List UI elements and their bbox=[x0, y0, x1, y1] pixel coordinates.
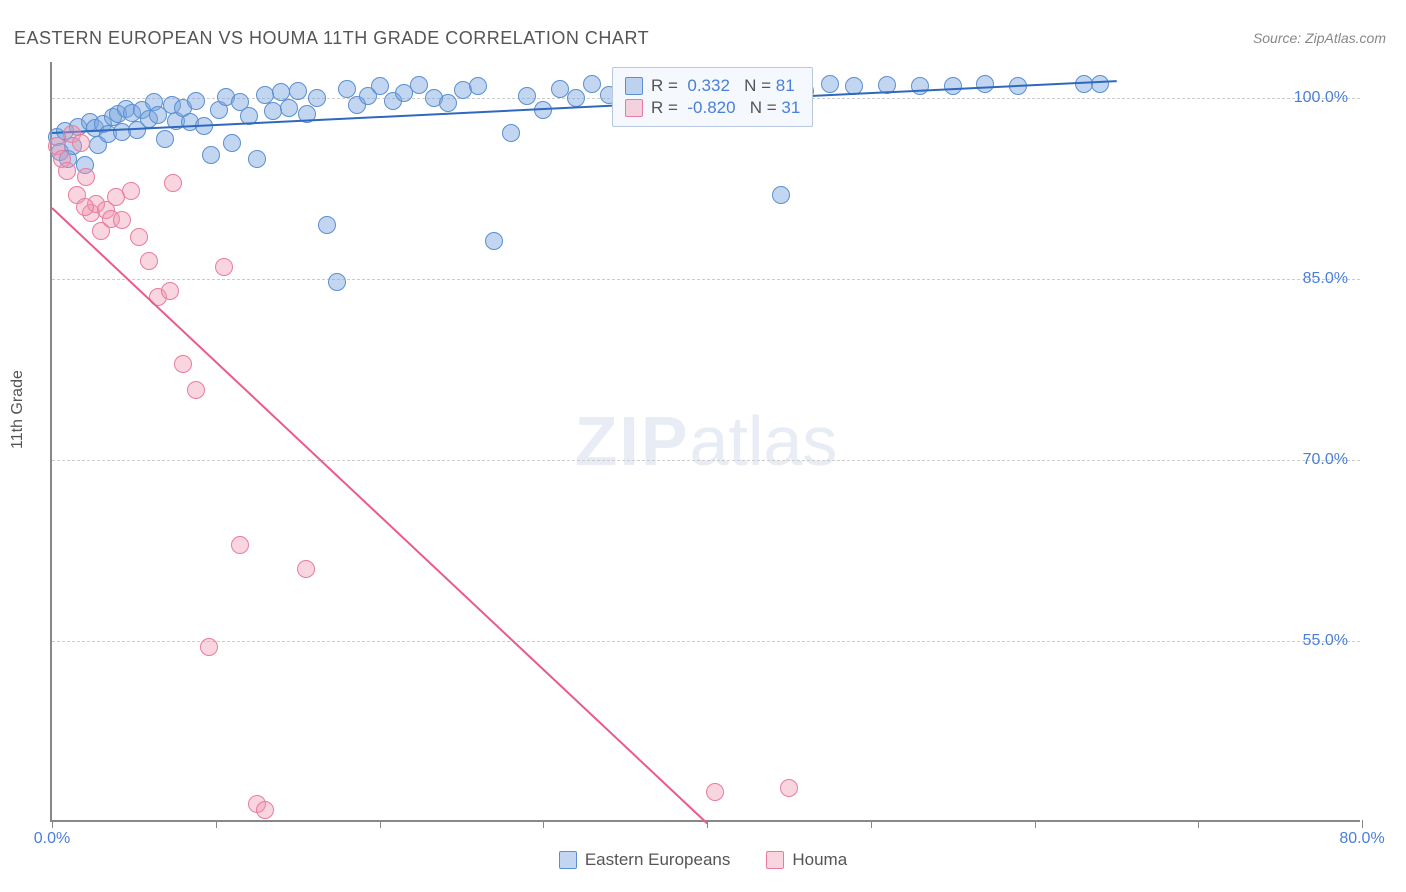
watermark-zip: ZIP bbox=[575, 402, 690, 480]
y-tick-label: 100.0% bbox=[1294, 89, 1348, 107]
data-point bbox=[502, 124, 520, 142]
legend-swatch bbox=[625, 77, 643, 95]
trend-line bbox=[51, 207, 707, 824]
data-point bbox=[174, 355, 192, 373]
data-point bbox=[318, 216, 336, 234]
y-tick-label: 85.0% bbox=[1303, 270, 1348, 288]
data-point bbox=[518, 87, 536, 105]
watermark: ZIPatlas bbox=[575, 401, 838, 481]
data-point bbox=[77, 168, 95, 186]
data-point bbox=[583, 75, 601, 93]
data-point bbox=[156, 130, 174, 148]
x-tick-mark bbox=[216, 820, 217, 828]
data-point bbox=[308, 89, 326, 107]
data-point bbox=[567, 89, 585, 107]
data-point bbox=[202, 146, 220, 164]
data-point bbox=[122, 182, 140, 200]
data-point bbox=[113, 211, 131, 229]
gridline bbox=[52, 279, 1360, 280]
data-point bbox=[130, 228, 148, 246]
bottom-legend: Eastern Europeans Houma bbox=[0, 850, 1406, 874]
x-tick-mark bbox=[1035, 820, 1036, 828]
data-point bbox=[223, 134, 241, 152]
data-point bbox=[976, 75, 994, 93]
data-point bbox=[289, 82, 307, 100]
data-point bbox=[328, 273, 346, 291]
data-point bbox=[439, 94, 457, 112]
y-axis-label: 11th Grade bbox=[9, 370, 27, 449]
x-tick-mark bbox=[1362, 820, 1363, 828]
gridline bbox=[52, 460, 1360, 461]
data-point bbox=[264, 102, 282, 120]
data-point bbox=[297, 560, 315, 578]
y-tick-label: 55.0% bbox=[1303, 632, 1348, 650]
x-tick-label: 80.0% bbox=[1339, 830, 1384, 848]
data-point bbox=[821, 75, 839, 93]
legend-swatch bbox=[766, 851, 784, 869]
x-tick-mark bbox=[380, 820, 381, 828]
chart-source: Source: ZipAtlas.com bbox=[1253, 30, 1386, 46]
stats-legend-row: R = -0.820 N = 31 bbox=[625, 98, 800, 118]
stats-legend-row: R = 0.332 N = 81 bbox=[625, 76, 800, 96]
data-point bbox=[551, 80, 569, 98]
data-point bbox=[280, 99, 298, 117]
data-point bbox=[1091, 75, 1109, 93]
x-tick-label: 0.0% bbox=[34, 830, 70, 848]
legend-stat-text: R = -0.820 N = 31 bbox=[651, 98, 800, 118]
data-point bbox=[215, 258, 233, 276]
data-point bbox=[410, 76, 428, 94]
x-tick-mark bbox=[543, 820, 544, 828]
data-point bbox=[164, 174, 182, 192]
chart-title: EASTERN EUROPEAN VS HOUMA 11TH GRADE COR… bbox=[14, 28, 649, 49]
legend-label: Houma bbox=[792, 850, 847, 870]
data-point bbox=[256, 86, 274, 104]
legend-swatch bbox=[625, 99, 643, 117]
data-point bbox=[58, 162, 76, 180]
data-point bbox=[187, 381, 205, 399]
data-point bbox=[772, 186, 790, 204]
data-point bbox=[485, 232, 503, 250]
data-point bbox=[187, 92, 205, 110]
legend-item: Eastern Europeans bbox=[559, 850, 731, 870]
watermark-atlas: atlas bbox=[690, 402, 838, 480]
gridline bbox=[52, 641, 1360, 642]
data-point bbox=[76, 198, 94, 216]
stats-legend: R = 0.332 N = 81R = -0.820 N = 31 bbox=[612, 67, 813, 127]
data-point bbox=[231, 536, 249, 554]
data-point bbox=[200, 638, 218, 656]
plot-area: ZIPatlas 55.0%70.0%85.0%100.0%0.0%80.0%R… bbox=[50, 62, 1360, 822]
legend-item: Houma bbox=[766, 850, 847, 870]
data-point bbox=[706, 783, 724, 801]
x-tick-mark bbox=[871, 820, 872, 828]
data-point bbox=[911, 77, 929, 95]
data-point bbox=[780, 779, 798, 797]
legend-stat-text: R = 0.332 N = 81 bbox=[651, 76, 795, 96]
x-tick-mark bbox=[1198, 820, 1199, 828]
y-tick-label: 70.0% bbox=[1303, 451, 1348, 469]
data-point bbox=[248, 150, 266, 168]
data-point bbox=[140, 252, 158, 270]
data-point bbox=[338, 80, 356, 98]
x-tick-mark bbox=[52, 820, 53, 828]
data-point bbox=[944, 77, 962, 95]
legend-label: Eastern Europeans bbox=[585, 850, 731, 870]
data-point bbox=[469, 77, 487, 95]
data-point bbox=[371, 77, 389, 95]
data-point bbox=[161, 282, 179, 300]
legend-swatch bbox=[559, 851, 577, 869]
data-point bbox=[72, 134, 90, 152]
data-point bbox=[256, 801, 274, 819]
